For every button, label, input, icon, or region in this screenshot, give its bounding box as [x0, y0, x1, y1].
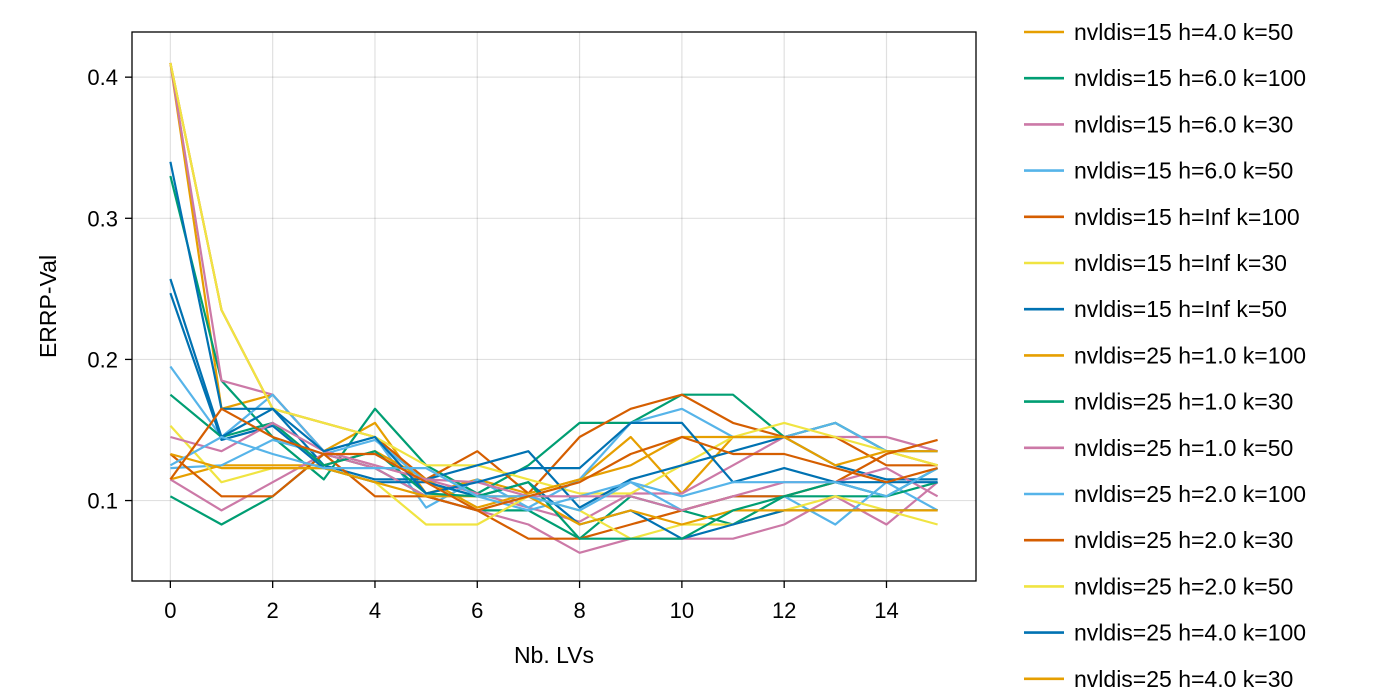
legend-label: nvldis=25 h=4.0 k=30 — [1074, 666, 1293, 692]
series-line — [169, 161, 938, 509]
legend-label: nvldis=15 h=4.0 k=50 — [1074, 19, 1293, 45]
legend-label: nvldis=15 h=6.0 k=100 — [1074, 65, 1306, 91]
legend-label: nvldis=25 h=4.0 k=100 — [1074, 620, 1306, 646]
legend-label: nvldis=25 h=2.0 k=50 — [1074, 573, 1293, 599]
legend-label: nvldis=15 h=6.0 k=30 — [1074, 111, 1293, 137]
x-tick-label: 12 — [772, 598, 796, 623]
series-line — [169, 292, 938, 540]
y-tick-label: 0.3 — [87, 206, 118, 231]
axis-ticks: 0 2 4 6 8 10 12 14 0.1 0.2 0.3 0.4 — [87, 65, 898, 623]
legend-label: nvldis=15 h=Inf k=50 — [1074, 296, 1287, 322]
y-axis-label: ERRP-Val — [35, 255, 61, 358]
plot-frame — [131, 31, 977, 582]
legend-label: nvldis=25 h=1.0 k=30 — [1074, 389, 1293, 415]
x-tick-label: 6 — [471, 598, 483, 623]
series-line — [169, 175, 938, 495]
y-tick-label: 0.1 — [87, 489, 118, 514]
x-tick-label: 14 — [874, 598, 898, 623]
legend-label: nvldis=25 h=1.0 k=50 — [1074, 435, 1293, 461]
grid-lines — [132, 32, 976, 581]
legend-label: nvldis=15 h=Inf k=100 — [1074, 204, 1300, 230]
x-tick-label: 2 — [267, 598, 279, 623]
series-line — [169, 278, 938, 495]
series-line — [170, 435, 938, 509]
x-axis-label: Nb. LVs — [514, 642, 594, 668]
x-tick-label: 4 — [369, 598, 381, 623]
series-line — [169, 393, 938, 540]
series-line — [169, 62, 938, 523]
legend-label: nvldis=25 h=2.0 k=100 — [1074, 481, 1306, 507]
legend: nvldis=15 h=4.0 k=50 nvldis=15 h=6.0 k=10… — [1024, 19, 1306, 692]
legend-label: nvldis=15 h=Inf k=30 — [1074, 250, 1287, 276]
x-tick-label: 0 — [164, 598, 176, 623]
legend-label: nvldis=15 h=6.0 k=50 — [1074, 158, 1293, 184]
series-line — [169, 407, 938, 512]
legend-label: nvldis=25 h=1.0 k=100 — [1074, 342, 1306, 368]
legend-label: nvldis=25 h=2.0 k=30 — [1074, 527, 1293, 553]
series-line — [169, 435, 939, 512]
y-tick-label: 0.4 — [87, 65, 118, 90]
x-tick-label: 8 — [573, 598, 585, 623]
series-lines — [169, 62, 939, 554]
y-tick-label: 0.2 — [87, 347, 118, 372]
x-tick-label: 10 — [670, 598, 694, 623]
